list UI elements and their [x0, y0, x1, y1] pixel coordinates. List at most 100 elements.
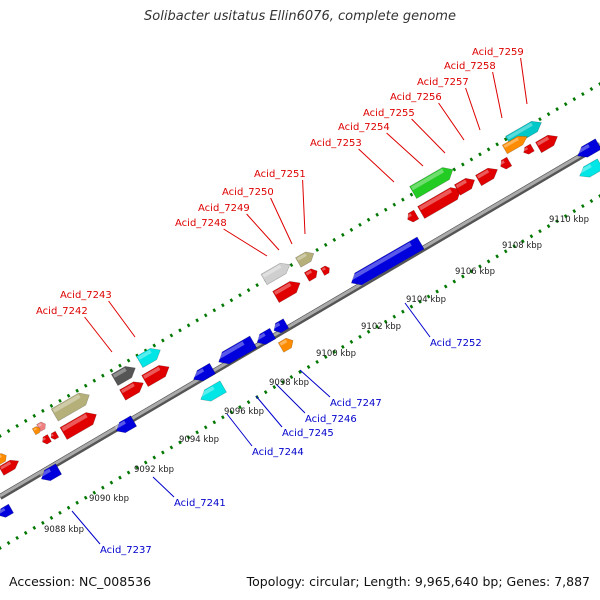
gene-leader-line: [84, 316, 113, 353]
tick-mark-outer: [118, 363, 122, 368]
gene-arrow: [41, 434, 52, 445]
tick-mark-inner: [195, 430, 199, 435]
kbp-tick-label: 9104 kbp: [406, 295, 446, 305]
tick-mark-outer: [221, 303, 225, 308]
tick-mark-inner: [461, 274, 465, 279]
tick-mark-outer: [49, 403, 54, 408]
kbp-tick-label: 9090 kbp: [89, 494, 129, 504]
kbp-tick-label: 9094 kbp: [179, 435, 219, 445]
gene-arrow: [499, 156, 513, 170]
tick-mark-outer: [563, 102, 568, 107]
tick-mark-outer: [229, 298, 234, 303]
tick-mark-outer: [6, 428, 11, 433]
tick-mark-inner: [555, 219, 559, 224]
genome-summary: Topology: circular; Length: 9,965,640 bp…: [246, 574, 590, 589]
gene-arrow: [191, 362, 216, 382]
tick-mark-inner: [32, 525, 37, 530]
gene-arrow: [277, 337, 294, 353]
tick-mark-inner: [23, 530, 28, 535]
tick-mark-inner: [83, 495, 88, 500]
gene-label-top: Acid_7255: [363, 108, 415, 119]
tick-mark-outer: [503, 137, 508, 142]
tick-mark-inner: [366, 329, 371, 334]
tick-mark-outer: [126, 358, 131, 363]
tick-mark-inner: [358, 334, 362, 339]
gene-arrow: [475, 167, 498, 187]
gene-arrow: [409, 167, 454, 199]
kbp-tick-label: 9108 kbp: [502, 241, 542, 251]
tick-mark-inner: [503, 249, 508, 254]
gene-arrow: [39, 463, 63, 482]
gene-arrow: [255, 327, 277, 345]
gene-arrow: [198, 380, 227, 402]
gene-leader-line: [71, 510, 101, 545]
tick-mark-outer: [161, 338, 165, 343]
tick-mark-inner: [306, 364, 311, 369]
tick-mark-outer: [0, 434, 2, 438]
tick-mark-inner: [435, 289, 439, 294]
tick-mark-inner: [58, 510, 62, 515]
tick-mark-inner: [101, 485, 105, 490]
tick-mark-inner: [589, 199, 594, 204]
tick-mark-outer: [546, 112, 551, 117]
tick-mark-inner: [383, 319, 388, 324]
tick-mark-inner: [221, 415, 225, 420]
tick-mark-outer: [401, 197, 405, 202]
tick-mark-outer: [486, 147, 491, 152]
gene-leader-line: [223, 228, 268, 257]
tick-mark-inner: [281, 380, 285, 385]
tick-mark-outer: [478, 152, 482, 157]
tick-mark-outer: [101, 373, 105, 378]
tick-mark-inner: [409, 304, 414, 309]
tick-mark-inner: [375, 324, 379, 329]
tick-mark-inner: [443, 284, 448, 289]
gene-label-bottom: Acid_7246: [305, 414, 357, 425]
tick-mark-inner: [289, 375, 294, 380]
gene-arrow: [501, 135, 528, 155]
tick-mark-inner: [0, 546, 2, 550]
gene-label-top: Acid_7251: [254, 169, 306, 180]
tick-mark-outer: [15, 423, 19, 428]
tick-mark-outer: [581, 92, 585, 97]
gene-label-top: Acid_7259: [472, 47, 524, 58]
gene-arrow: [303, 268, 318, 282]
tick-mark-outer: [66, 393, 71, 398]
gene-leader-line: [299, 369, 331, 398]
gene-leader-line: [108, 300, 136, 338]
tick-mark-inner: [392, 314, 397, 319]
tick-mark-outer: [212, 308, 217, 313]
tick-mark-inner: [323, 354, 328, 359]
tick-mark-outer: [315, 247, 319, 252]
tick-mark-inner: [332, 349, 337, 354]
gene-leader-line: [152, 476, 175, 498]
kbp-tick-label: 9098 kbp: [269, 378, 309, 388]
tick-mark-inner: [66, 505, 71, 510]
gene-label-bottom: Acid_7245: [282, 428, 334, 439]
tick-mark-inner: [298, 370, 302, 374]
gene-leader-line: [226, 413, 253, 447]
tick-mark-inner: [15, 535, 19, 540]
tick-mark-inner: [272, 385, 277, 390]
tick-mark-inner: [478, 264, 482, 269]
tick-mark-outer: [572, 97, 577, 102]
tick-mark-inner: [486, 259, 491, 264]
tick-mark-inner: [572, 209, 577, 214]
genome-title: Solibacter usitatus Ellin6076, complete …: [144, 9, 456, 24]
gene-arrow: [272, 281, 301, 304]
gene-label-top: Acid_7253: [310, 138, 362, 149]
tick-mark-outer: [323, 242, 328, 247]
tick-mark-outer: [289, 263, 294, 268]
gene-arrow: [406, 209, 420, 223]
gene-leader-line: [465, 87, 481, 131]
tick-mark-outer: [203, 313, 208, 318]
gene-arrow: [114, 415, 138, 434]
tick-mark-inner: [469, 269, 474, 274]
kbp-tick-label: 9100 kbp: [316, 349, 356, 359]
gene-label-bottom: Acid_7247: [330, 398, 382, 409]
tick-mark-inner: [212, 420, 217, 425]
tick-mark-inner: [49, 515, 54, 520]
tick-mark-inner: [161, 450, 165, 455]
gene-arrow: [50, 392, 90, 422]
kbp-tick-label: 9096 kbp: [224, 407, 264, 417]
gene-arrow: [535, 134, 558, 154]
